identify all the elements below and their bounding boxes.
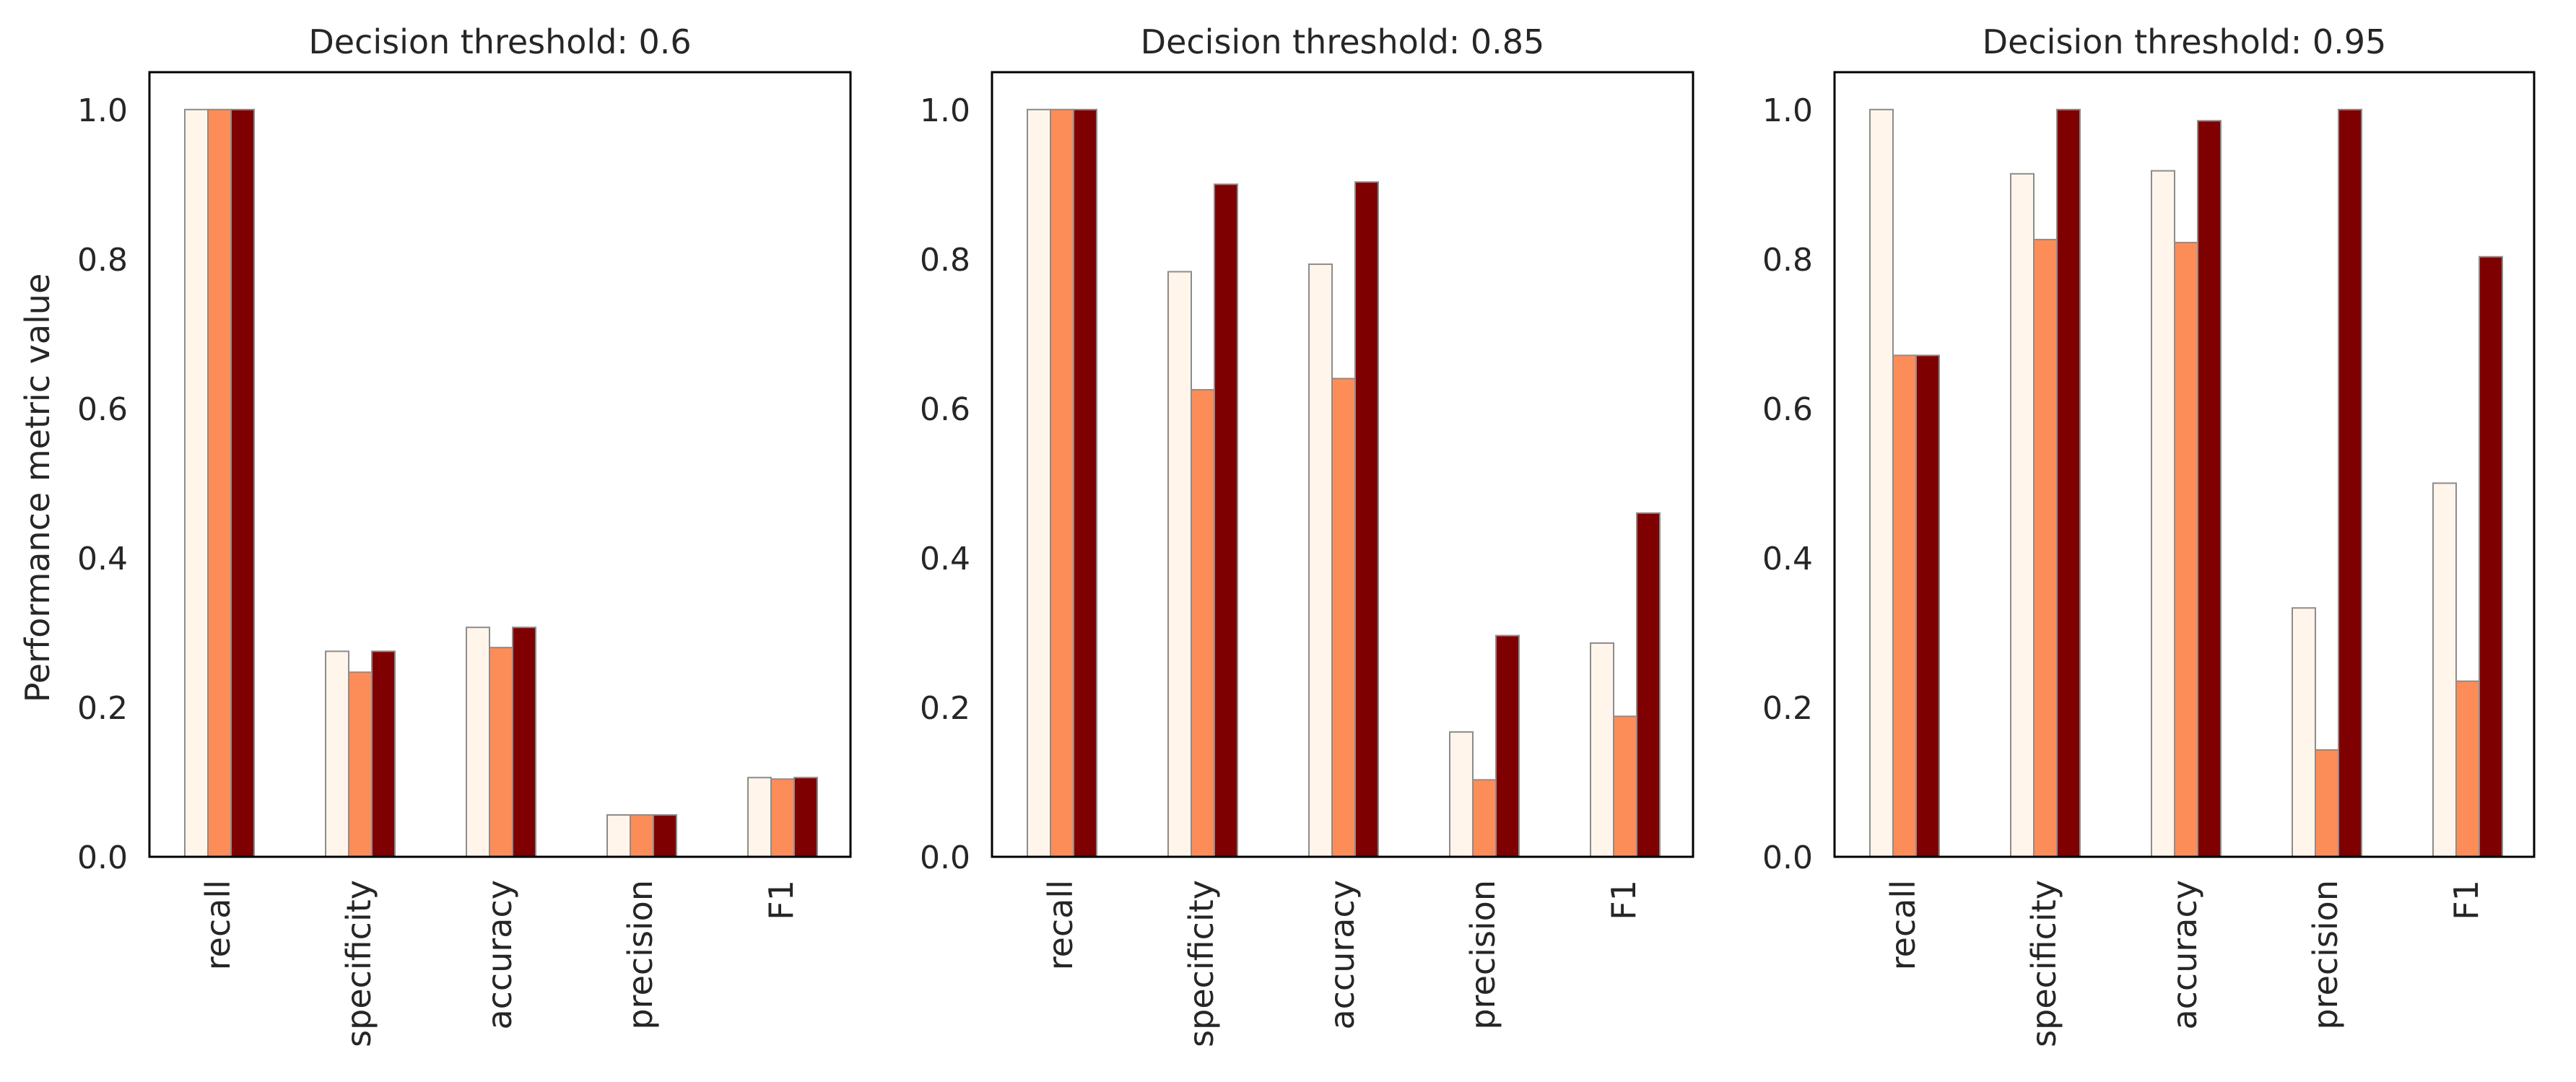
bar-F1-series-1 bbox=[747, 777, 772, 858]
bar-accuracy-series-2 bbox=[489, 647, 513, 858]
bar-specificity-series-3 bbox=[2056, 108, 2081, 858]
bar-recall-series-2 bbox=[207, 108, 232, 858]
y-tick-label: 0.2 bbox=[920, 690, 970, 727]
chart-title: Decision threshold: 0.85 bbox=[1141, 22, 1545, 61]
axes-frame bbox=[148, 71, 852, 858]
x-tick-label-recall: recall bbox=[1884, 880, 1923, 970]
y-tick-label: 0.6 bbox=[77, 391, 128, 428]
bar-F1-series-1 bbox=[1590, 642, 1614, 858]
bar-F1-series-1 bbox=[2432, 482, 2457, 858]
bar-recall-series-1 bbox=[184, 108, 209, 858]
axes-frame bbox=[991, 71, 1694, 858]
y-tick-label: 0.4 bbox=[920, 541, 970, 577]
x-tick-label-precision: precision bbox=[1463, 880, 1502, 1030]
bar-precision-series-1 bbox=[606, 814, 631, 858]
y-tick-label: 0.6 bbox=[920, 391, 970, 428]
bar-precision-series-1 bbox=[2292, 607, 2316, 858]
bar-precision-series-2 bbox=[1472, 779, 1497, 858]
x-tick-label-recall: recall bbox=[1041, 880, 1080, 970]
bar-accuracy-series-3 bbox=[512, 627, 536, 858]
x-tick-label-accuracy: accuracy bbox=[2165, 880, 2204, 1030]
bar-F1-series-3 bbox=[2479, 256, 2503, 858]
x-tick-label-F1: F1 bbox=[762, 880, 801, 920]
bar-recall-series-1 bbox=[1869, 108, 1894, 858]
bar-recall-series-2 bbox=[1050, 108, 1074, 858]
bar-accuracy-series-1 bbox=[2151, 170, 2175, 858]
bar-precision-series-1 bbox=[1449, 731, 1474, 858]
chart-title: Decision threshold: 0.95 bbox=[1983, 22, 2387, 61]
y-tick-label: 0.2 bbox=[1762, 690, 1813, 727]
bar-recall-series-3 bbox=[230, 108, 255, 858]
x-tick-label-recall: recall bbox=[199, 880, 238, 970]
y-tick-label: 1.0 bbox=[920, 92, 970, 129]
chart-panel-2: Decision threshold: 0.85 recall specificit… bbox=[920, 22, 1694, 1047]
bar-recall-series-3 bbox=[1073, 108, 1097, 858]
bar-recall-series-3 bbox=[1915, 354, 1940, 858]
bar-specificity-series-2 bbox=[348, 671, 373, 858]
bar-recall-series-1 bbox=[1027, 108, 1051, 858]
x-tick-label-precision: precision bbox=[2306, 880, 2345, 1030]
y-tick-label: 0.8 bbox=[1762, 242, 1813, 279]
y-tick-label: 1.0 bbox=[1762, 92, 1813, 129]
x-tick-label-F1: F1 bbox=[1604, 880, 1643, 920]
y-tick-label: 0.0 bbox=[77, 839, 128, 876]
bar-specificity-series-2 bbox=[1191, 388, 1215, 858]
y-tick-label: 0.8 bbox=[77, 242, 128, 279]
bar-precision-series-2 bbox=[630, 814, 654, 858]
x-tick-label-F1: F1 bbox=[2447, 880, 2486, 920]
bar-specificity-series-2 bbox=[2033, 238, 2058, 858]
chart-panel-3: Decision threshold: 0.95 recall specificit… bbox=[1762, 22, 2536, 1047]
bar-specificity-series-3 bbox=[1214, 183, 1238, 858]
x-tick-label-specificity: specificity bbox=[2024, 880, 2063, 1047]
y-axis-label: Performance metric value bbox=[18, 274, 57, 703]
bar-accuracy-series-3 bbox=[2197, 120, 2222, 858]
bar-accuracy-series-2 bbox=[1331, 378, 1356, 858]
x-tick-label-specificity: specificity bbox=[339, 880, 378, 1047]
y-tick-label: 0.6 bbox=[1762, 391, 1813, 428]
bar-recall-series-2 bbox=[1892, 354, 1917, 858]
bar-accuracy-series-1 bbox=[466, 627, 490, 858]
x-tick-label-accuracy: accuracy bbox=[1323, 880, 1362, 1030]
chart-title: Decision threshold: 0.6 bbox=[308, 22, 691, 61]
x-tick-label-precision: precision bbox=[621, 880, 660, 1030]
bar-accuracy-series-1 bbox=[1308, 263, 1333, 858]
bar-F1-series-3 bbox=[793, 777, 818, 858]
bar-F1-series-2 bbox=[1613, 715, 1637, 858]
bar-F1-series-3 bbox=[1636, 512, 1661, 858]
bar-specificity-series-1 bbox=[325, 650, 349, 858]
bar-specificity-series-1 bbox=[2010, 173, 2035, 858]
chart-panel-1: Decision threshold: 0.6 recall specificity… bbox=[77, 22, 852, 1047]
bar-precision-series-3 bbox=[2338, 108, 2362, 858]
x-tick-label-accuracy: accuracy bbox=[480, 880, 519, 1030]
bar-precision-series-3 bbox=[1495, 634, 1520, 858]
y-tick-label: 0.8 bbox=[920, 242, 970, 279]
bar-precision-series-2 bbox=[2315, 749, 2339, 858]
x-tick-label-specificity: specificity bbox=[1182, 880, 1221, 1047]
bar-specificity-series-1 bbox=[1167, 271, 1192, 858]
bar-precision-series-3 bbox=[653, 814, 677, 858]
bar-F1-series-2 bbox=[2455, 680, 2480, 858]
axes-frame bbox=[1833, 71, 2536, 858]
y-tick-label: 0.0 bbox=[1762, 839, 1813, 876]
bar-specificity-series-3 bbox=[371, 650, 396, 858]
bar-accuracy-series-3 bbox=[1354, 181, 1379, 858]
y-tick-label: 0.4 bbox=[77, 541, 128, 577]
y-tick-label: 1.0 bbox=[77, 92, 128, 129]
bar-F1-series-2 bbox=[770, 778, 795, 858]
y-tick-label: 0.0 bbox=[920, 839, 970, 876]
y-tick-label: 0.4 bbox=[1762, 541, 1813, 577]
y-tick-label: 0.2 bbox=[77, 690, 128, 727]
bar-accuracy-series-2 bbox=[2174, 242, 2198, 858]
